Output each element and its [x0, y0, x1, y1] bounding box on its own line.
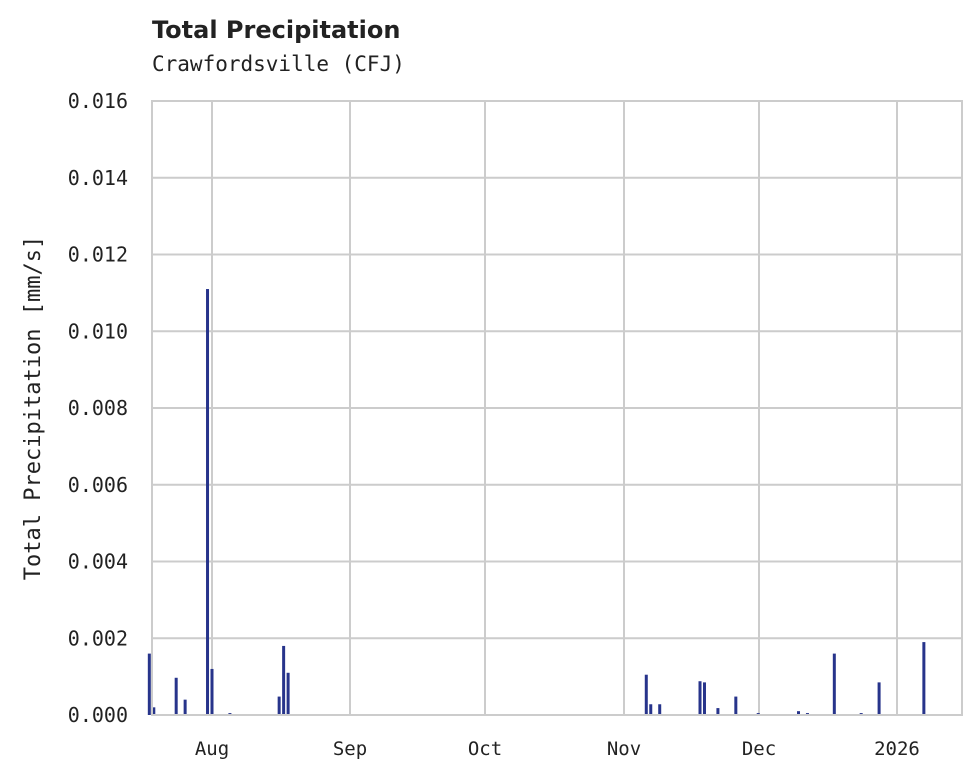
precip-bar: [832, 653, 836, 715]
x-tick-label: Nov: [607, 738, 641, 760]
precip-bar: [286, 672, 290, 715]
y-tick-label: 0.010: [68, 319, 128, 343]
y-axis-label: Total Precipitation [mm/s]: [21, 236, 46, 580]
precip-bar: [698, 681, 702, 715]
precip-bar: [702, 682, 706, 715]
precip-bar: [152, 707, 156, 715]
y-axis-ticks: 0.000 0.002 0.004 0.006 0.008 0.010 0.012 0.014…: [68, 89, 128, 727]
chart-title: Total Precipitation: [152, 16, 401, 44]
precip-bar: [183, 699, 187, 715]
y-tick-label: 0.016: [68, 89, 128, 113]
x-tick-label: Sep: [333, 738, 367, 760]
y-tick-label: 0.014: [68, 166, 128, 190]
y-tick-label: 0.006: [68, 473, 128, 497]
precip-bar: [734, 696, 738, 715]
x-tick-label: Oct: [468, 738, 502, 760]
precip-bar: [206, 289, 210, 715]
precip-bar: [716, 708, 720, 715]
y-tick-label: 0.012: [68, 243, 128, 267]
precip-bar: [797, 711, 801, 715]
precip-bar: [277, 696, 281, 715]
precip-bar: [658, 704, 662, 715]
y-tick-label: 0.000: [68, 703, 128, 727]
bar-series: [147, 289, 926, 715]
precip-bar: [877, 682, 881, 715]
y-tick-label: 0.004: [68, 550, 128, 574]
precip-bar: [210, 668, 214, 715]
precip-bar: [147, 653, 151, 715]
x-axis-ticks: Aug Sep Oct Nov Dec 2026: [195, 738, 920, 760]
precip-bar: [282, 645, 286, 715]
y-tick-label: 0.008: [68, 396, 128, 420]
x-tick-label: 2026: [874, 738, 920, 760]
chart-subtitle: Crawfordsville (CFJ): [152, 52, 405, 76]
precip-bar: [649, 704, 653, 715]
x-tick-label: Dec: [742, 738, 776, 760]
gridlines: [152, 100, 962, 716]
precip-bar: [922, 642, 926, 715]
x-tick-label: Aug: [195, 738, 229, 760]
precip-bar: [174, 677, 178, 715]
plot-frame: [151, 100, 963, 716]
precip-bar: [644, 674, 648, 715]
y-tick-label: 0.002: [68, 626, 128, 650]
